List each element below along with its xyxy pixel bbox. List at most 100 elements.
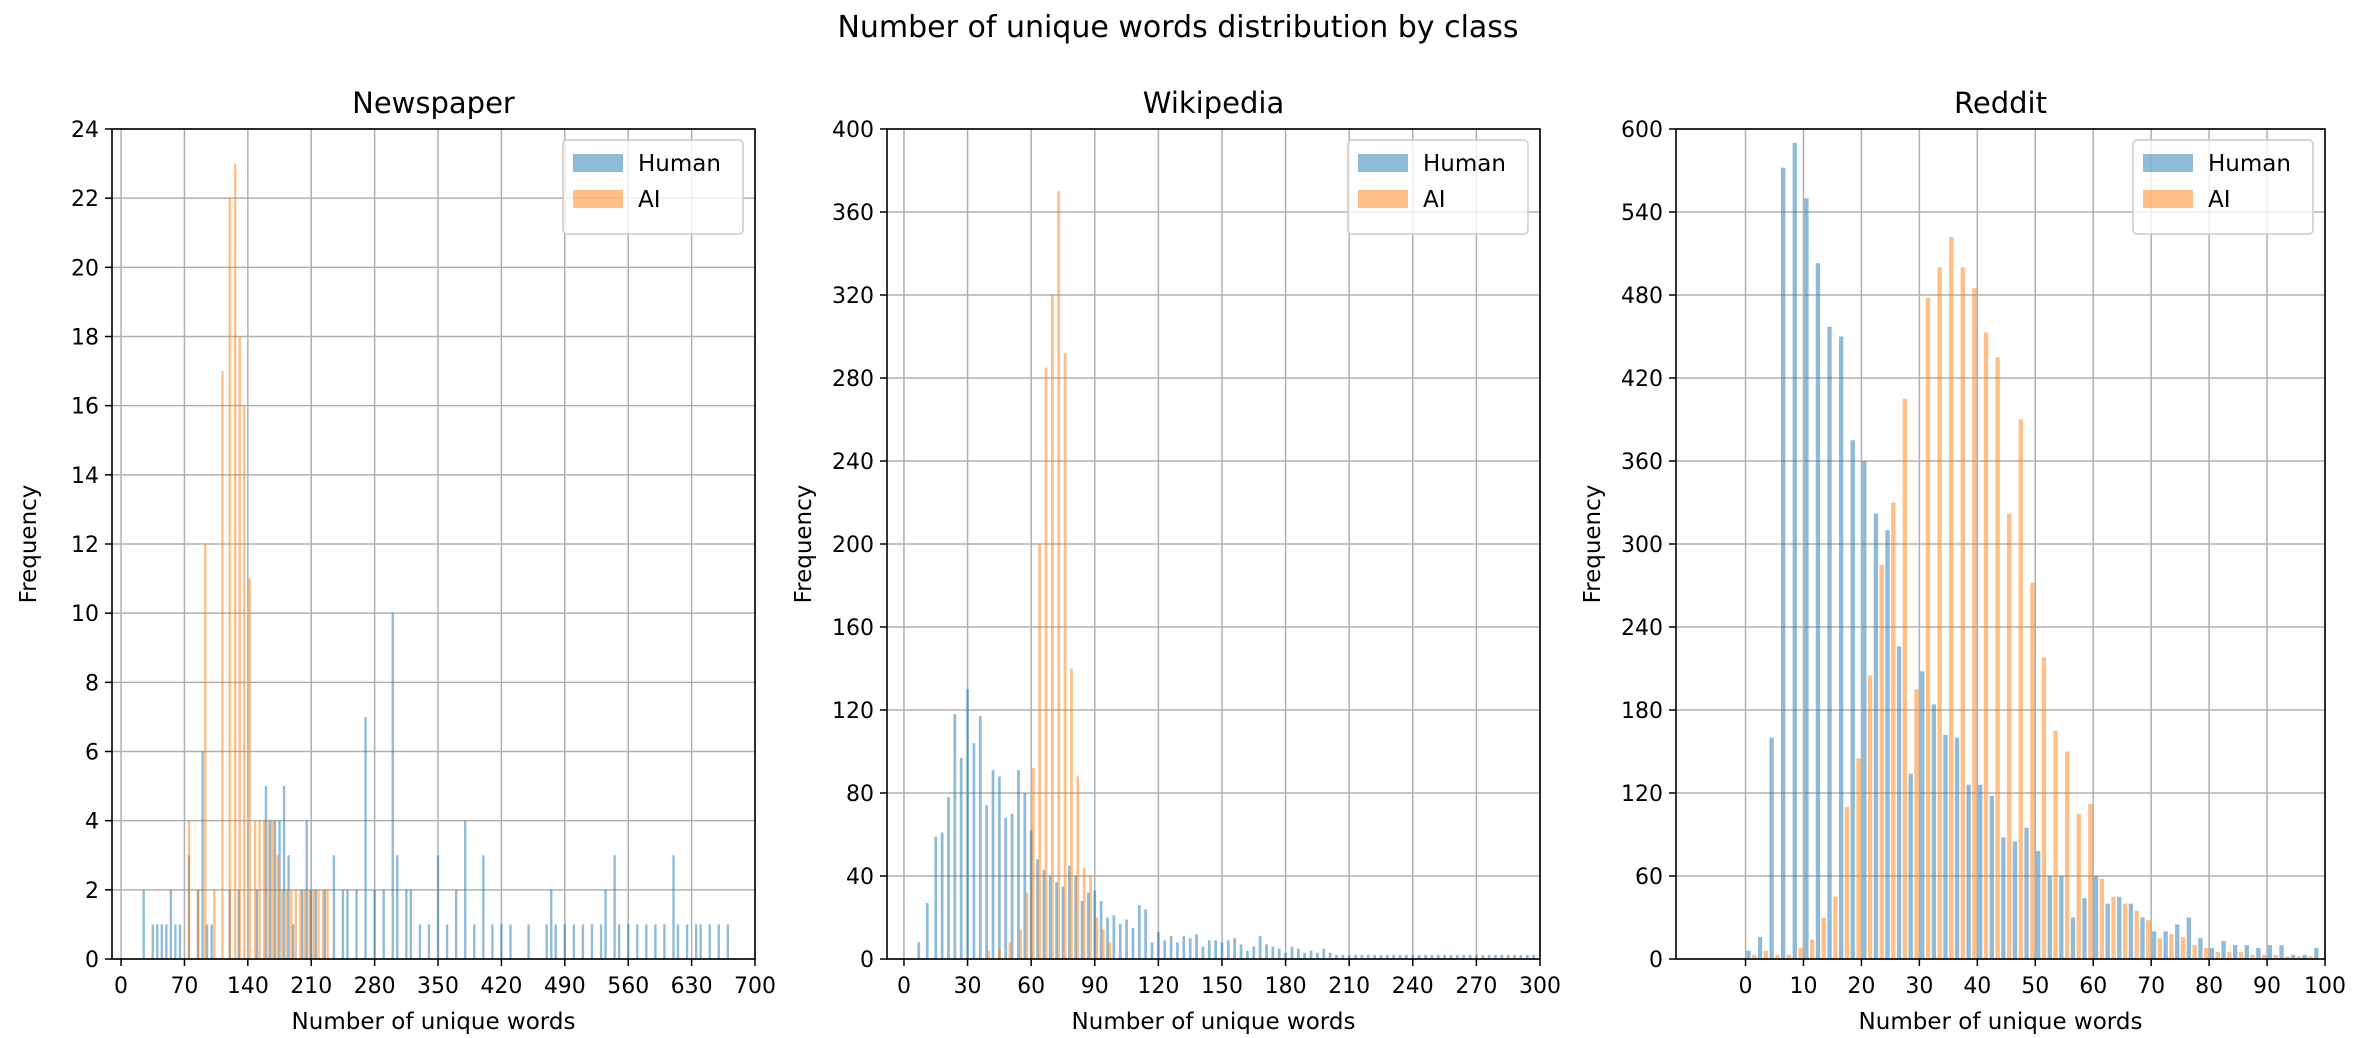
bar-ai xyxy=(221,371,224,959)
bar-ai xyxy=(1902,398,1908,959)
bar-human xyxy=(396,855,399,959)
bar-human xyxy=(2256,947,2261,959)
bar-human xyxy=(527,924,530,959)
legend-swatch-ai xyxy=(573,190,623,208)
y-tick-label: 300 xyxy=(1621,533,1663,558)
bar-human xyxy=(165,924,168,959)
bar-human xyxy=(645,924,648,959)
bar-human xyxy=(373,889,376,959)
bar-ai xyxy=(1867,675,1873,959)
bar-ai xyxy=(2157,938,2163,959)
y-tick-label: 240 xyxy=(1621,616,1663,641)
bar-human xyxy=(160,924,163,959)
bar-human xyxy=(1424,954,1427,959)
bar-human xyxy=(654,924,657,959)
bar-human xyxy=(1137,905,1141,959)
bar-ai xyxy=(2064,751,2070,959)
bar-ai xyxy=(987,950,991,959)
bar-human xyxy=(201,751,204,959)
x-tick-label: 280 xyxy=(354,974,396,999)
bar-human xyxy=(1271,946,1275,959)
bar-human xyxy=(1163,940,1167,959)
bar-ai xyxy=(267,820,270,959)
bar-human xyxy=(314,889,317,959)
bar-human xyxy=(269,820,272,959)
x-tick-label: 60 xyxy=(1017,974,1045,999)
bar-human xyxy=(717,924,720,959)
bar-human xyxy=(1468,954,1472,959)
bar-human xyxy=(1023,793,1027,959)
bar-human xyxy=(554,924,557,959)
x-tick-label: 70 xyxy=(170,974,198,999)
x-axis-label: Number of unique words xyxy=(292,1009,576,1035)
bar-human xyxy=(1954,737,1960,959)
bar-ai xyxy=(1050,295,1054,959)
bar-ai xyxy=(2215,952,2220,959)
bar-ai xyxy=(1949,236,1954,959)
bar-human xyxy=(2047,876,2052,959)
bar-human xyxy=(1908,773,1913,959)
bar-ai xyxy=(2273,954,2278,959)
bar-ai xyxy=(2261,954,2267,959)
bar-human xyxy=(2105,903,2110,959)
bar-human xyxy=(1042,869,1046,959)
bar-human xyxy=(1144,909,1148,959)
bar-ai xyxy=(2250,954,2255,959)
y-tick-label: 160 xyxy=(832,616,874,641)
bar-human xyxy=(305,820,308,959)
bar-human xyxy=(1220,942,1224,959)
y-tick-label: 8 xyxy=(85,671,99,696)
x-tick-label: 30 xyxy=(954,974,982,999)
bar-human xyxy=(1347,954,1351,959)
x-tick-label: 0 xyxy=(1739,974,1753,999)
y-tick-label: 16 xyxy=(71,395,99,420)
bar-ai xyxy=(1752,954,1757,959)
bar-human xyxy=(2035,851,2041,959)
bar-ai xyxy=(1108,942,1111,959)
bar-human xyxy=(966,689,969,959)
bar-ai xyxy=(253,820,257,959)
bar-human xyxy=(391,613,394,959)
bar-human xyxy=(1093,890,1097,959)
y-tick-label: 6 xyxy=(85,741,99,766)
bar-ai xyxy=(228,198,231,959)
bar-human xyxy=(563,924,566,959)
x-tick-label: 270 xyxy=(1455,974,1497,999)
bar-ai xyxy=(2192,945,2197,959)
bar-ai xyxy=(2041,657,2047,959)
x-tick-label: 630 xyxy=(671,974,713,999)
bar-human xyxy=(482,855,485,959)
bar-human xyxy=(1322,948,1326,959)
bar-human xyxy=(925,902,929,959)
y-tick-label: 180 xyxy=(1621,699,1663,724)
bar-human xyxy=(282,786,286,959)
bar-human xyxy=(1525,954,1529,959)
bar-human xyxy=(1373,954,1377,959)
bar-human xyxy=(1277,948,1281,959)
bar-ai xyxy=(1082,867,1086,959)
bar-human xyxy=(1417,954,1421,959)
bar-human xyxy=(273,820,277,959)
bar-human xyxy=(382,889,385,959)
bar-human xyxy=(1455,954,1459,959)
bar-human xyxy=(1769,737,1774,959)
bar-human xyxy=(205,924,209,959)
bar-human xyxy=(2024,827,2029,959)
bar-human xyxy=(947,797,950,959)
bar-ai xyxy=(1089,876,1092,959)
bar-human xyxy=(2290,954,2296,959)
bar-human xyxy=(1746,950,1751,959)
bar-human xyxy=(581,924,585,959)
bar-human xyxy=(1087,892,1090,959)
bar-ai xyxy=(2308,956,2313,959)
bar-human xyxy=(1850,440,1855,959)
bar-human xyxy=(454,889,458,959)
bar-ai xyxy=(2134,910,2139,959)
bar-human xyxy=(355,889,358,959)
bar-ai xyxy=(1025,892,1029,959)
bar-human xyxy=(1862,461,1867,959)
y-tick-label: 2 xyxy=(85,879,99,904)
bar-ai xyxy=(1879,564,1884,959)
bar-human xyxy=(500,924,503,959)
bar-human xyxy=(1029,830,1033,959)
